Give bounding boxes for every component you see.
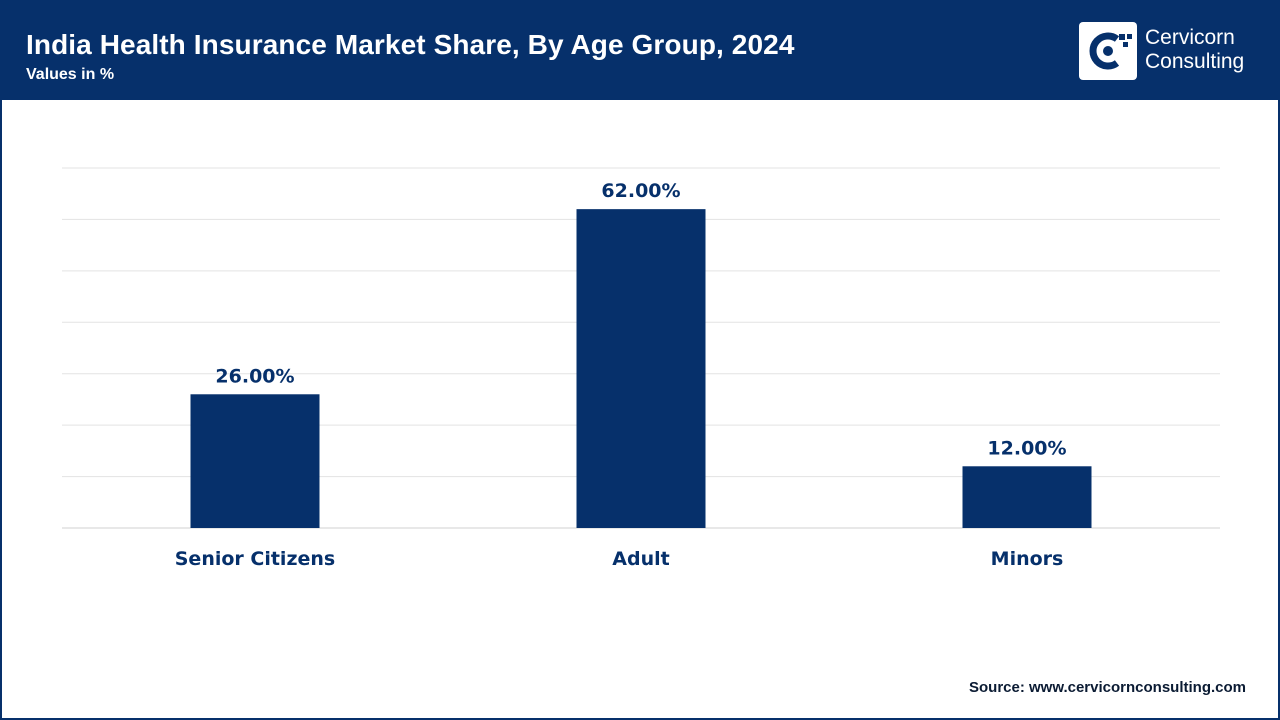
cervicorn-logo-icon: [1079, 22, 1137, 80]
category-label: Adult: [612, 548, 669, 570]
bar-adult: [576, 209, 706, 528]
bar-chart: 26.00% Senior Citizens 62.00% Adult 12.00% Mi…: [62, 167, 1220, 570]
data-label: 62.00%: [601, 180, 680, 202]
source-note: Source: www.cervicornconsulting.com: [968, 679, 1246, 696]
brand-logo: Cervicorn Consulting: [1079, 22, 1261, 80]
category-label: Minors: [991, 548, 1064, 570]
brand-name-line1: Cervicorn: [1145, 26, 1235, 49]
data-label: 12.00%: [987, 437, 1066, 459]
category-label: Senior Citizens: [175, 548, 335, 570]
bar-senior-citizens: [190, 394, 320, 528]
header-banner: India Health Insurance Market Share, By …: [2, 2, 1280, 100]
chart-subtitle: Values in %: [26, 66, 115, 83]
brand-name-line2: Consulting: [1145, 50, 1245, 73]
brand-name: Cervicorn Consulting: [1145, 26, 1244, 74]
data-label: 26.00%: [215, 365, 294, 387]
bar-minors: [962, 466, 1092, 528]
chart-title: India Health Insurance Market Share, By …: [26, 29, 795, 60]
